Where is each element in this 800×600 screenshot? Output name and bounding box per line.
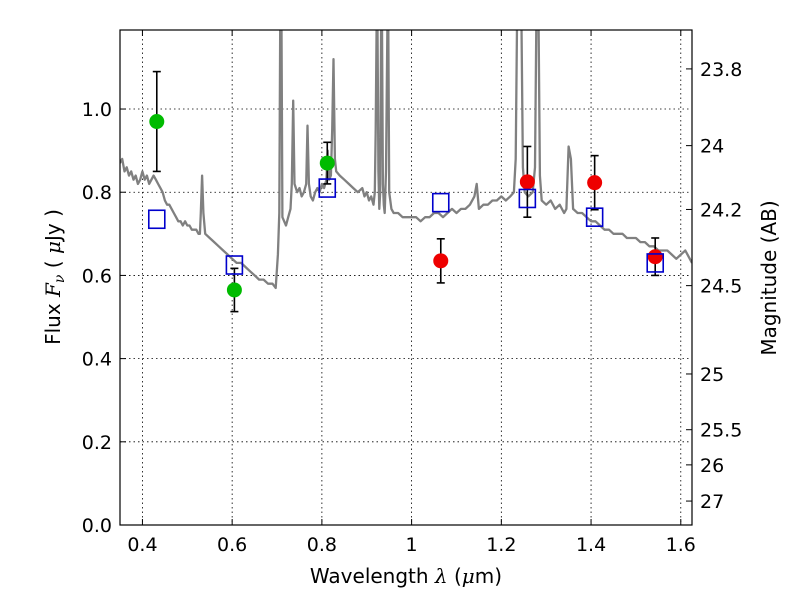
plot-area: [120, 30, 692, 313]
y-tick-label: 0.4: [82, 349, 112, 371]
red-data-point: [587, 175, 603, 191]
y2-axis-title: Magnitude (AB): [757, 200, 781, 355]
green-data-point: [149, 114, 165, 130]
model-photometry-square: [431, 192, 450, 213]
red-data-point: [519, 174, 535, 190]
model-photometry-square: [318, 178, 337, 198]
x-tick-label: 1.6: [666, 534, 696, 556]
x-tick-label: 0.6: [217, 534, 247, 556]
y-tick-label: 0.0: [82, 515, 112, 537]
y2-tick-label: 23.8: [700, 59, 742, 81]
y2-tick-label: 25.5: [700, 420, 742, 442]
green-data-point: [226, 282, 242, 298]
x-tick-label: 1.2: [486, 534, 516, 556]
y-tick-label: 0.2: [82, 432, 112, 454]
y2-tick-label: 24.5: [700, 276, 742, 298]
y-axis-title: Flux Fν ( μJy ): [41, 209, 68, 345]
y-tick-label: 1.0: [82, 99, 112, 121]
model-photometry-square: [147, 209, 166, 230]
green-data-point: [319, 155, 335, 171]
model-photometry-square: [646, 253, 665, 273]
x-tick-label: 0.4: [127, 534, 157, 556]
red-data-point: [647, 249, 663, 265]
y-tick-label: 0.8: [82, 182, 112, 204]
x-tick-label: 1: [406, 534, 418, 556]
y2-tick-label: 24: [700, 136, 724, 158]
red-data-point: [433, 253, 449, 269]
y-tick-label: 0.6: [82, 265, 112, 287]
axis-ticks: 0.4 0.6 0.8 1 1.2 1.4 1.6 0.0 0.2 0.4 0.6 0.8 1.0 23.…: [82, 30, 742, 556]
model-photometry-square: [585, 207, 604, 227]
y2-tick-label: 24.2: [700, 199, 742, 221]
model-photometry-square: [518, 188, 537, 209]
model-photometry-square: [225, 255, 244, 275]
x-tick-label: 0.8: [307, 534, 337, 556]
plot-frame: [119, 29, 693, 526]
x-tick-label: 1.4: [576, 534, 606, 556]
y2-tick-label: 27: [700, 491, 724, 513]
model-spectrum-line: [120, 30, 692, 290]
y2-tick-label: 26: [700, 455, 724, 477]
y2-tick-label: 25: [700, 364, 724, 386]
x-axis-title: Wavelength λ (μm): [310, 564, 502, 588]
